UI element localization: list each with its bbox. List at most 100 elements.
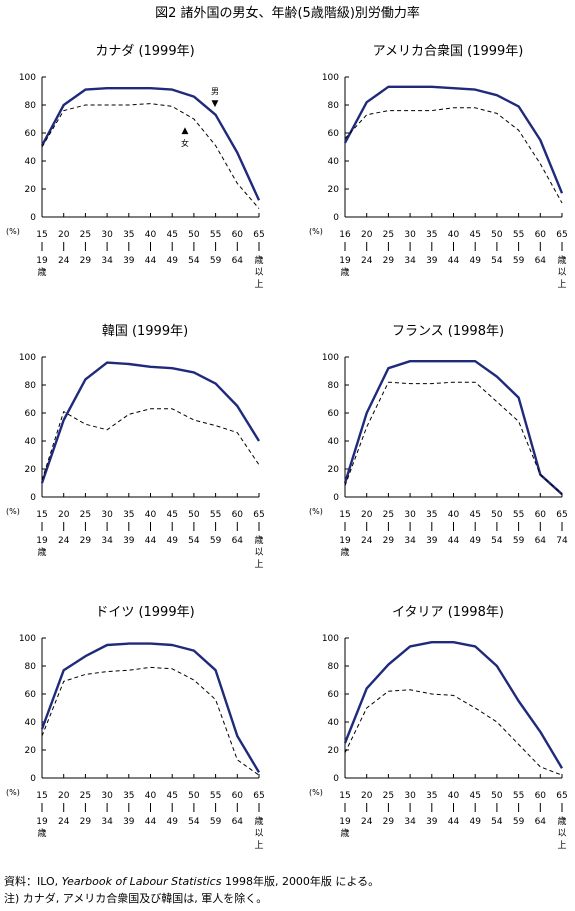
x-tick-label-bottom: 74: [556, 536, 568, 546]
chart-title: ドイツ (1999年): [95, 605, 195, 620]
x-tick-label-bottom: 以: [254, 268, 263, 278]
x-tick-label-bottom: 24: [361, 536, 373, 546]
x-tick-label-bottom: 歳: [340, 266, 349, 278]
series-line-male: [40, 86, 261, 201]
x-tick-label-bottom: 歳: [557, 815, 566, 827]
annotation-female-label: 女: [181, 138, 189, 148]
chart-panel-usa: アメリカ合衆国 (1999年) 0 20 40 60 80 100 (%) 16 19 歳 20 24…: [303, 0, 575, 290]
y-tick-label: 20: [328, 746, 340, 756]
annotation-male-label: 男: [211, 87, 219, 96]
source-suffix: 1998年版, 2000年版 による。: [224, 875, 380, 888]
x-tick-label: 20: [58, 230, 70, 240]
x-tick-label-bottom: 上: [557, 840, 566, 851]
x-tick-label: 65: [253, 510, 264, 520]
x-tick-label-bottom: 64: [535, 817, 547, 827]
x-tick-label-bottom: 上: [557, 279, 566, 290]
x-tick-label: 45: [166, 230, 177, 240]
x-tick-label-bottom: 49: [469, 536, 481, 546]
y-tick-label: 40: [25, 157, 37, 167]
x-tick-label-bottom: 44: [448, 817, 460, 827]
figure-footer: 資料：ILO, Yearbook of Labour Statistics 19…: [4, 873, 379, 907]
x-tick-label-bottom: 上: [254, 279, 263, 290]
y-axis-unit-label: (%): [309, 507, 323, 516]
x-tick-label-bottom: 歳: [37, 827, 46, 839]
y-tick-label: 40: [328, 157, 340, 167]
x-tick-label: 35: [426, 230, 437, 240]
chart-panel-germany: ドイツ (1999年) 0 20 40 60 80 100 (%) 15 19 歳 20 24 25 29…: [0, 561, 290, 851]
y-tick-label: 100: [19, 353, 36, 363]
x-tick-label: 15: [339, 510, 350, 520]
x-tick-label-bottom: 34: [101, 817, 113, 827]
x-tick-label-bottom: 29: [383, 256, 395, 266]
x-tick-label: 65: [556, 230, 567, 240]
x-tick-label-bottom: 49: [469, 817, 481, 827]
x-tick-label: 40: [448, 791, 460, 801]
x-tick-label: 30: [101, 230, 113, 240]
chart-title: 韓国 (1999年): [101, 324, 189, 339]
x-tick-label-bottom: 39: [426, 817, 438, 827]
x-tick-label: 16: [339, 230, 351, 240]
y-tick-label: 60: [328, 409, 340, 419]
x-tick-label-bottom: 29: [383, 536, 395, 546]
x-tick-label: 35: [123, 510, 134, 520]
y-tick-label: 60: [25, 409, 37, 419]
x-tick-label: 50: [491, 510, 503, 520]
y-axis-unit-label: (%): [6, 788, 20, 797]
x-tick-label: 60: [535, 230, 547, 240]
x-tick-label: 40: [448, 510, 460, 520]
series-line-male: [343, 359, 563, 496]
x-tick-label-bottom: 歳: [37, 266, 46, 278]
y-tick-label: 80: [25, 381, 37, 391]
x-tick-label: 50: [188, 510, 200, 520]
y-axis-unit-label: (%): [309, 788, 323, 797]
y-axis-unit-label: (%): [6, 227, 20, 236]
x-tick-label-bottom: 歳: [340, 827, 349, 839]
x-tick-label-bottom: 54: [491, 256, 503, 266]
x-tick-label: 45: [166, 510, 177, 520]
y-tick-label: 0: [30, 213, 36, 223]
x-tick-label-bottom: 44: [448, 256, 460, 266]
x-tick-label-bottom: 歳: [254, 815, 263, 827]
x-tick-label: 25: [80, 791, 91, 801]
x-tick-label: 40: [145, 791, 157, 801]
x-tick-label-bottom: 59: [210, 817, 222, 827]
y-tick-label: 20: [25, 746, 37, 756]
chart-panel-italy: イタリア (1998年) 0 20 40 60 80 100 (%) 15 19 歳 20 24 25 2…: [303, 561, 575, 851]
y-tick-label: 0: [30, 493, 36, 503]
x-tick-label-bottom: 64: [232, 817, 244, 827]
x-tick-label: 25: [383, 510, 394, 520]
x-tick-label: 50: [491, 791, 503, 801]
series-line-female: [41, 103, 260, 209]
y-tick-label: 100: [322, 73, 339, 83]
x-tick-label: 50: [188, 230, 200, 240]
x-tick-label: 35: [426, 791, 437, 801]
x-tick-label: 15: [36, 791, 47, 801]
x-tick-label-bottom: 44: [145, 536, 157, 546]
x-tick-label: 20: [58, 510, 70, 520]
x-tick-label: 60: [535, 510, 547, 520]
x-tick-label: 45: [469, 230, 480, 240]
x-tick-label-bottom: 54: [188, 256, 200, 266]
x-tick-label: 30: [101, 791, 113, 801]
x-tick-label: 20: [361, 230, 373, 240]
x-tick-label: 60: [232, 510, 244, 520]
x-tick-label-bottom: 以: [557, 829, 566, 839]
y-tick-label: 0: [333, 493, 339, 503]
x-tick-label-bottom: 59: [210, 536, 222, 546]
x-tick-label: 40: [145, 230, 157, 240]
series-line-female: [41, 666, 260, 776]
series-line-male: [343, 85, 564, 194]
x-tick-label-bottom: 歳: [557, 254, 566, 266]
x-tick-label-bottom: 19: [339, 817, 351, 827]
x-tick-label-bottom: 39: [426, 256, 438, 266]
x-tick-label: 65: [253, 230, 264, 240]
x-tick-label-bottom: 29: [80, 256, 92, 266]
x-tick-label: 15: [339, 791, 350, 801]
x-tick-label-bottom: 上: [254, 840, 263, 851]
x-tick-label: 30: [404, 230, 416, 240]
x-tick-label: 45: [166, 791, 177, 801]
x-tick-label-bottom: 64: [232, 256, 244, 266]
